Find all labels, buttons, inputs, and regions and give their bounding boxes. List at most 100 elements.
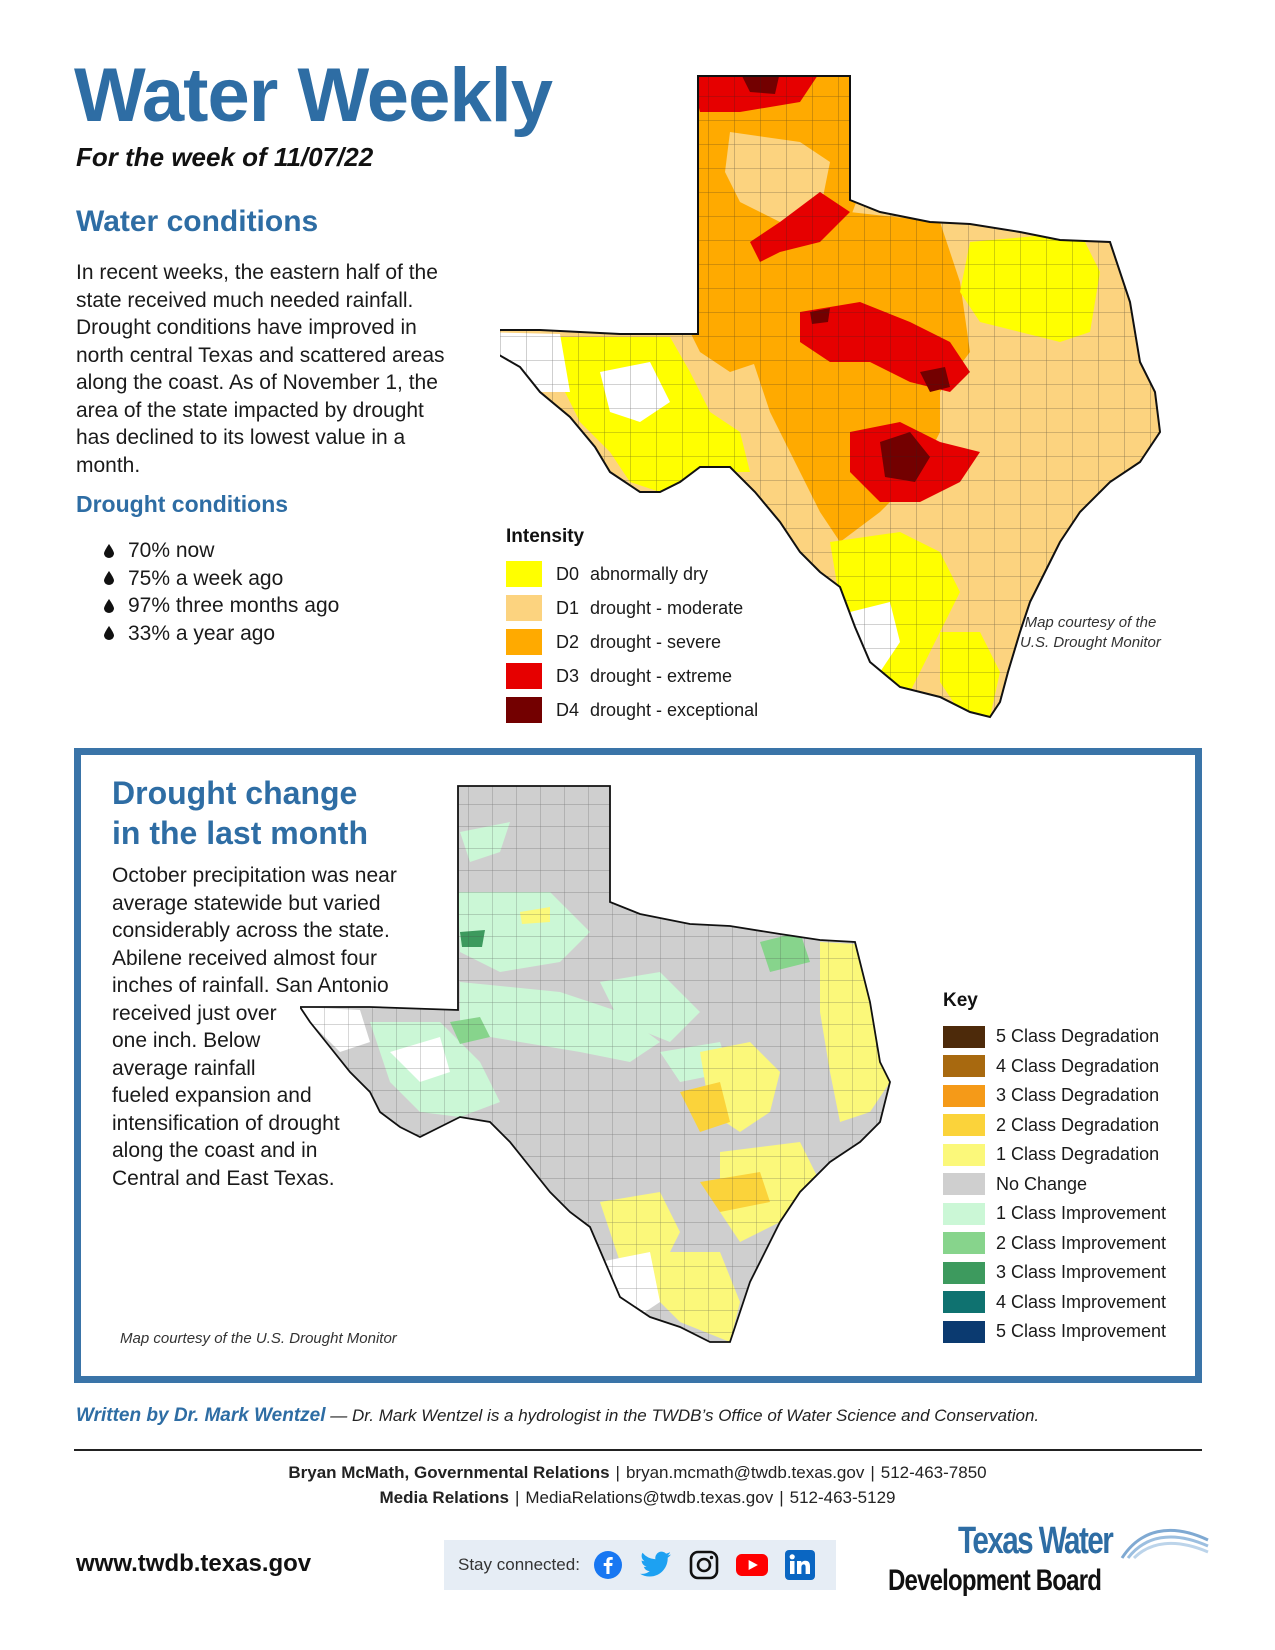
legend-label: drought - extreme	[590, 665, 733, 686]
legend-swatch	[943, 1173, 985, 1196]
author-name: Written by Dr. Mark Wentzel	[76, 1405, 326, 1426]
youtube-icon[interactable]	[735, 1549, 768, 1581]
contact-email-link[interactable]: bryan.mcmath@twdb.texas.gov	[625, 1463, 865, 1482]
text-line: north central Texas and scattered areas	[76, 343, 445, 367]
water-drop-icon	[104, 571, 114, 586]
drought-conditions-heading: Drought conditions	[76, 491, 289, 517]
drought-stats-list: 70% now 75% a week ago 97% three months …	[104, 537, 339, 647]
legend-item: D3 drought - extreme	[506, 659, 758, 693]
legend-code: D0	[556, 563, 580, 584]
legend-swatch	[506, 629, 542, 655]
text-line: area of the state impacted by drought	[76, 398, 424, 422]
text-line: state received much needed rainfall.	[76, 288, 414, 312]
legend-swatch	[943, 1232, 985, 1255]
change-key-legend: 5 Class Degradation 4 Class Degradation …	[943, 1022, 1166, 1347]
text-line: Central and East Texas.	[112, 1166, 335, 1190]
list-item: 33% a year ago	[104, 620, 339, 648]
legend-swatch	[943, 1025, 985, 1048]
map-credit: Map courtesy of the U.S. Drought Monitor	[1020, 613, 1161, 653]
legend-swatch	[943, 1320, 985, 1343]
legend-item: 4 Class Improvement	[943, 1288, 1166, 1318]
legend-swatch	[506, 561, 542, 587]
text-line: In recent weeks, the eastern half of the	[76, 261, 438, 284]
text-line: inches of rainfall. San Antonio	[112, 974, 389, 997]
week-subtitle: For the week of 11/07/22	[76, 142, 374, 172]
list-item: 70% now	[104, 537, 339, 565]
key-legend-title: Key	[943, 990, 978, 1011]
legend-code: D1	[556, 597, 580, 618]
legend-item: 5 Class Improvement	[943, 1317, 1166, 1347]
legend-swatch	[943, 1084, 985, 1107]
text-line: considerably across the state.	[112, 919, 390, 942]
text-line: intensification of drought	[112, 1111, 340, 1135]
contact-phone: 512-463-5129	[789, 1488, 896, 1507]
text-line: one inch. Below	[112, 1029, 261, 1052]
legend-swatch	[943, 1261, 985, 1284]
logo-text-line1: Texas Water	[958, 1520, 1114, 1562]
contact-email-link[interactable]: MediaRelations@twdb.texas.gov	[525, 1488, 774, 1507]
text-line: has declined to its lowest value in a	[76, 426, 406, 449]
list-item: 75% a week ago	[104, 565, 339, 593]
page-title: Water Weekly	[74, 53, 553, 138]
legend-swatch	[506, 663, 542, 689]
legend-label: 4 Class Improvement	[996, 1291, 1167, 1312]
legend-item: D2 drought - severe	[506, 625, 758, 659]
instagram-icon[interactable]	[688, 1549, 720, 1581]
title-line: in the last month	[112, 815, 368, 851]
contact-phone: 512-463-7850	[880, 1463, 987, 1482]
stat-text: 97% three months ago	[128, 594, 340, 617]
text-line: average rainfall	[112, 1056, 256, 1080]
text-line: fueled expansion and	[112, 1084, 312, 1107]
stay-connected-label: Stay connected:	[458, 1555, 580, 1574]
text-line: received just over	[112, 1001, 277, 1025]
legend-label: 1 Class Degradation	[996, 1144, 1160, 1165]
legend-code: D2	[556, 631, 580, 652]
water-conditions-text: In recent weeks, the eastern half of the…	[76, 259, 445, 479]
legend-label: drought - severe	[590, 631, 722, 652]
legend-item: 2 Class Improvement	[943, 1229, 1166, 1259]
linkedin-icon[interactable]	[784, 1549, 816, 1581]
title-line: Drought change	[112, 775, 358, 811]
water-drop-icon	[104, 598, 114, 613]
author-credit: Written by Dr. Mark Wentzel — Dr. Mark W…	[76, 1405, 1039, 1427]
social-bar: Stay connected:	[444, 1540, 836, 1590]
facebook-icon[interactable]	[592, 1549, 624, 1581]
stat-text: 70% now	[128, 539, 215, 562]
water-waves-icon	[1120, 1528, 1209, 1560]
legend-swatch	[943, 1055, 985, 1078]
legend-item: 5 Class Degradation	[943, 1022, 1166, 1052]
legend-code: D4	[556, 699, 580, 720]
legend-label: 3 Class Degradation	[996, 1085, 1160, 1106]
legend-label: No Change	[996, 1173, 1088, 1194]
legend-swatch	[943, 1291, 985, 1314]
website-link[interactable]: www.twdb.texas.gov	[76, 1550, 312, 1577]
legend-item: 1 Class Degradation	[943, 1140, 1166, 1170]
drought-change-title: Drought change in the last month	[112, 773, 368, 853]
text-line: along the coast. As of November 1, the	[76, 371, 438, 394]
drought-intensity-map	[500, 75, 1162, 719]
legend-label: 2 Class Degradation	[996, 1114, 1160, 1135]
contact-line: Bryan McMath, Governmental Relations | bry…	[288, 1463, 987, 1482]
logo-text-line2: Development Board	[888, 1564, 1102, 1597]
legend-swatch	[943, 1202, 985, 1225]
author-description: — Dr. Mark Wentzel is a hydrologist in t…	[325, 1406, 1040, 1425]
legend-swatch	[943, 1114, 985, 1137]
legend-swatch	[506, 595, 542, 621]
legend-label: 5 Class Improvement	[996, 1321, 1167, 1342]
legend-item: 3 Class Degradation	[943, 1081, 1166, 1111]
legend-item: 3 Class Improvement	[943, 1258, 1166, 1288]
legend-swatch	[506, 697, 542, 723]
legend-label: 3 Class Improvement	[996, 1262, 1167, 1283]
stat-text: 75% a week ago	[128, 566, 284, 590]
contact-name: Bryan McMath, Governmental Relations	[288, 1463, 610, 1482]
twdb-logo: Texas Water Development Board	[888, 1520, 1209, 1600]
text-line: month.	[76, 453, 141, 477]
legend-code: D3	[556, 665, 580, 686]
text-line: Abilene received almost four	[112, 946, 377, 970]
credit-line: U.S. Drought Monitor	[1020, 634, 1161, 651]
twitter-icon[interactable]	[639, 1549, 672, 1581]
legend-item: D1 drought - moderate	[506, 591, 758, 625]
legend-label: 1 Class Improvement	[996, 1203, 1167, 1224]
drought-change-panel	[74, 748, 1202, 1383]
water-drop-icon	[104, 543, 114, 558]
